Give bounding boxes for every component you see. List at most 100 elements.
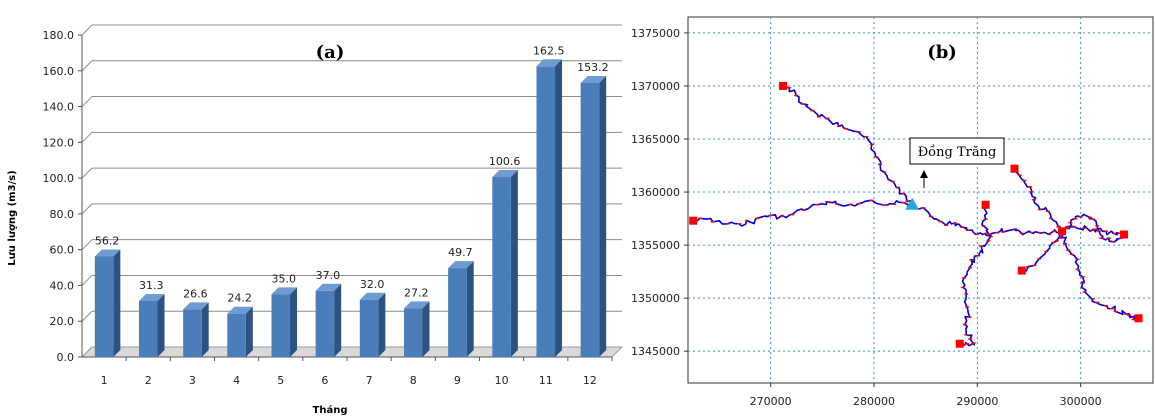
station-callout: Đồng Trăng	[909, 137, 1005, 188]
bar-side	[510, 170, 518, 357]
x-tick-label: 9	[454, 374, 461, 387]
x-tick-label: 4	[233, 374, 240, 387]
bar	[315, 283, 342, 357]
x-tick-label: 270000	[750, 395, 792, 408]
bar-top	[315, 283, 342, 291]
bar	[492, 170, 518, 357]
y-tick-label: 1350000	[631, 292, 680, 305]
x-tick-label: 2	[145, 374, 152, 387]
bar-front	[359, 299, 379, 357]
x-tick-label: 8	[410, 374, 417, 387]
bar-chart-panel: 0.0 20.0 40.0 60.0 80.0 100.0 120.0 140.0 160.0 1…	[7, 24, 624, 416]
endpoint-marker	[1120, 230, 1129, 239]
bar-top	[403, 301, 430, 309]
bar-side	[555, 59, 563, 358]
y-tick-label: 1375000	[631, 27, 680, 40]
bar-top	[536, 59, 563, 67]
y-tick-label: 20.0	[50, 315, 75, 328]
gridline-diagonal	[81, 275, 93, 286]
bar-top	[138, 294, 165, 302]
bar-side	[290, 287, 298, 357]
gridline-diagonal	[81, 239, 93, 251]
bar-chart-x-ticks: 1 2 3 4 5 6 7 8 9 10 11 12	[101, 357, 613, 387]
y-tick-label: 1345000	[631, 345, 680, 358]
y-tick-label: 1355000	[631, 239, 680, 252]
data-label: 162.5	[533, 44, 565, 57]
data-label: 35.0	[272, 272, 297, 285]
bar-front	[580, 82, 600, 357]
map-frame	[687, 16, 1154, 384]
station-label: Đồng Trăng	[918, 144, 997, 160]
x-tick-label: 10	[495, 374, 509, 387]
bar	[138, 294, 165, 357]
bar-side	[599, 75, 607, 357]
bar	[536, 59, 563, 358]
data-label: 26.6	[183, 287, 208, 300]
bar	[448, 261, 474, 357]
x-tick-label: 5	[277, 374, 284, 387]
station-marker	[905, 197, 920, 210]
bar-side	[113, 249, 121, 357]
x-tick-label: 1	[101, 374, 108, 387]
bar-top	[448, 261, 474, 269]
map-x-ticks: 270000 280000 290000 300000	[750, 383, 1102, 408]
bar-side	[245, 306, 253, 357]
data-label: 37.0	[316, 269, 341, 282]
bar-front	[183, 309, 202, 357]
bar-front	[271, 294, 291, 357]
bar-front	[403, 308, 423, 357]
y-tick-label: 1370000	[631, 80, 680, 93]
bar-chart-y-ticks: 0.0 20.0 40.0 60.0 80.0 100.0 120.0 140.0 160.0 1…	[43, 29, 82, 364]
bar-chart-y-axis-title: Lưu lượng (m3/s)	[7, 170, 18, 265]
x-tick-label: 290000	[956, 395, 998, 408]
x-tick-label: 12	[583, 374, 597, 387]
bar	[403, 301, 430, 357]
gridline-diagonal	[81, 310, 93, 322]
data-label: 49.7	[448, 246, 473, 259]
endpoint-marker	[689, 216, 698, 225]
bar-side	[378, 292, 386, 357]
y-tick-label: 1360000	[631, 186, 680, 199]
bar-front	[536, 66, 556, 358]
y-tick-label: 160.0	[43, 65, 75, 78]
bar	[227, 306, 253, 357]
gridline-diagonal	[81, 203, 93, 215]
bar-chart-bars	[94, 59, 607, 358]
bar-front	[492, 177, 511, 357]
gridline-diagonal	[81, 96, 93, 107]
bar	[183, 302, 209, 357]
bar-chart-x-axis-title: Tháng	[313, 404, 348, 416]
panel-b-label: (b)	[927, 42, 957, 63]
bar-front	[94, 256, 114, 357]
bar	[271, 287, 298, 357]
station-label-box	[909, 137, 1005, 165]
data-label: 27.2	[404, 286, 429, 299]
y-tick-label: 180.0	[43, 29, 75, 42]
bar-chart-gridlines	[81, 24, 622, 358]
bar-side	[334, 283, 342, 357]
bar-top	[227, 306, 253, 314]
gridline-diagonal	[81, 24, 93, 36]
bar-front	[227, 313, 246, 357]
bar-top	[183, 302, 209, 310]
bar-side	[422, 301, 430, 357]
x-tick-label: 280000	[853, 395, 895, 408]
y-tick-label: 60.0	[50, 244, 75, 257]
endpoint-marker	[1134, 314, 1143, 323]
bar	[580, 75, 607, 357]
endpoint-marker	[981, 200, 990, 209]
data-label: 153.2	[577, 61, 609, 74]
gridline-diagonal	[81, 60, 93, 72]
data-label: 31.3	[139, 279, 164, 292]
panel-a-label: (a)	[316, 42, 345, 63]
bar-front	[138, 301, 158, 357]
y-tick-label: 1365000	[631, 133, 680, 146]
endpoint-marker	[1010, 164, 1019, 173]
river-map-panel: 270000 280000 290000 300000 134500013500001…	[631, 16, 1154, 408]
x-tick-label: 6	[321, 374, 328, 387]
map-y-ticks: 1345000 1350000 1355000 1360000 1365000 13700…	[631, 27, 688, 358]
bar	[359, 292, 386, 357]
data-label: 32.0	[360, 278, 385, 291]
bar-side	[201, 302, 209, 357]
